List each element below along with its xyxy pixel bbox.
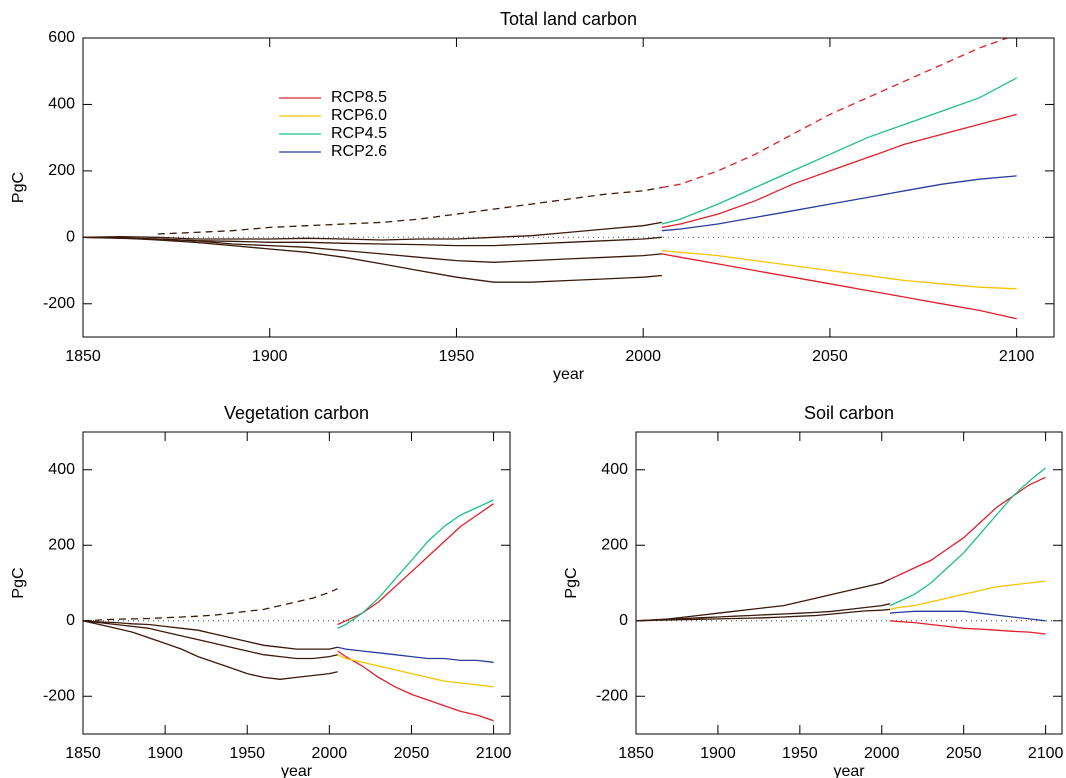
y-tick-label: 0 xyxy=(66,229,75,246)
y-tick-label: 0 xyxy=(619,612,628,629)
series-line xyxy=(337,503,494,626)
y-tick-label: 600 xyxy=(48,29,75,46)
lines xyxy=(636,467,1047,635)
lines xyxy=(83,499,494,722)
x-tick-label: 1850 xyxy=(65,745,101,762)
x-tick-label: 2000 xyxy=(864,745,900,762)
x-tick-label: 1900 xyxy=(147,745,183,762)
x-tick-label: 2100 xyxy=(1028,745,1064,762)
series-line xyxy=(337,654,494,688)
x-tick-label: 1950 xyxy=(782,745,818,762)
series-line xyxy=(83,236,662,263)
series-line xyxy=(636,608,891,622)
series-line xyxy=(661,249,1017,290)
y-tick-label: 400 xyxy=(48,461,75,478)
x-tick-label: 2050 xyxy=(946,745,982,762)
y-axis-label: PgC xyxy=(10,567,27,598)
y-tick-label: -200 xyxy=(43,687,75,704)
x-axis-label: year xyxy=(553,366,585,383)
legend-label: RCP4.5 xyxy=(331,125,387,142)
legend-label: RCP6.0 xyxy=(331,107,387,124)
y-tick-label: 400 xyxy=(48,96,75,113)
series-line xyxy=(889,476,1046,580)
y-axis-label: PgC xyxy=(563,567,580,598)
x-tick-label: 2050 xyxy=(812,348,848,365)
x-axis-label: year xyxy=(833,763,865,778)
x-tick-label: 2050 xyxy=(394,745,430,762)
x-tick-label: 2100 xyxy=(476,745,512,762)
y-tick-label: -200 xyxy=(596,687,628,704)
y-tick-label: 400 xyxy=(601,461,628,478)
series-line xyxy=(661,253,1017,320)
panel-title: Vegetation carbon xyxy=(224,403,369,423)
legend-label: RCP2.6 xyxy=(331,143,387,160)
series-line xyxy=(157,186,663,235)
panel-title: Total land carbon xyxy=(500,9,637,29)
x-tick-label: 1950 xyxy=(229,745,265,762)
series-line xyxy=(661,38,1010,189)
x-tick-label: 2000 xyxy=(312,745,348,762)
series-line xyxy=(83,620,338,680)
x-tick-label: 1950 xyxy=(439,348,475,365)
panel-title: Soil carbon xyxy=(804,403,894,423)
plot-frame xyxy=(82,431,511,735)
series-line xyxy=(661,77,1018,225)
y-tick-label: 200 xyxy=(48,162,75,179)
series-line xyxy=(636,603,891,622)
series-line xyxy=(661,113,1017,229)
series-line xyxy=(83,588,338,622)
series-line xyxy=(337,499,494,629)
series-line xyxy=(889,620,1046,635)
series-line xyxy=(337,650,494,722)
y-axis-label: PgC xyxy=(10,172,27,203)
series-line xyxy=(636,578,891,622)
x-tick-label: 2000 xyxy=(625,348,661,365)
x-axis-label: year xyxy=(281,763,313,778)
series-line xyxy=(337,646,494,663)
series-line xyxy=(889,610,1046,622)
series-line xyxy=(83,236,662,283)
legend-label: RCP8.5 xyxy=(331,89,387,106)
x-tick-label: 1900 xyxy=(700,745,736,762)
x-tick-label: 1900 xyxy=(252,348,288,365)
x-tick-label: 1850 xyxy=(618,745,654,762)
series-line xyxy=(83,620,338,650)
series-line xyxy=(83,620,338,660)
y-tick-label: -200 xyxy=(43,295,75,312)
series-line xyxy=(889,467,1047,607)
x-tick-label: 1850 xyxy=(65,348,101,365)
x-tick-label: 2100 xyxy=(999,348,1035,365)
plot-frame xyxy=(635,431,1063,735)
y-tick-label: 200 xyxy=(601,536,628,553)
y-tick-label: 200 xyxy=(48,536,75,553)
plot-frame xyxy=(82,37,1055,338)
y-tick-label: 0 xyxy=(66,612,75,629)
series-line xyxy=(83,221,663,241)
series-line xyxy=(83,236,662,247)
series-line xyxy=(889,580,1046,611)
series-line xyxy=(661,175,1017,232)
lines xyxy=(83,38,1018,320)
